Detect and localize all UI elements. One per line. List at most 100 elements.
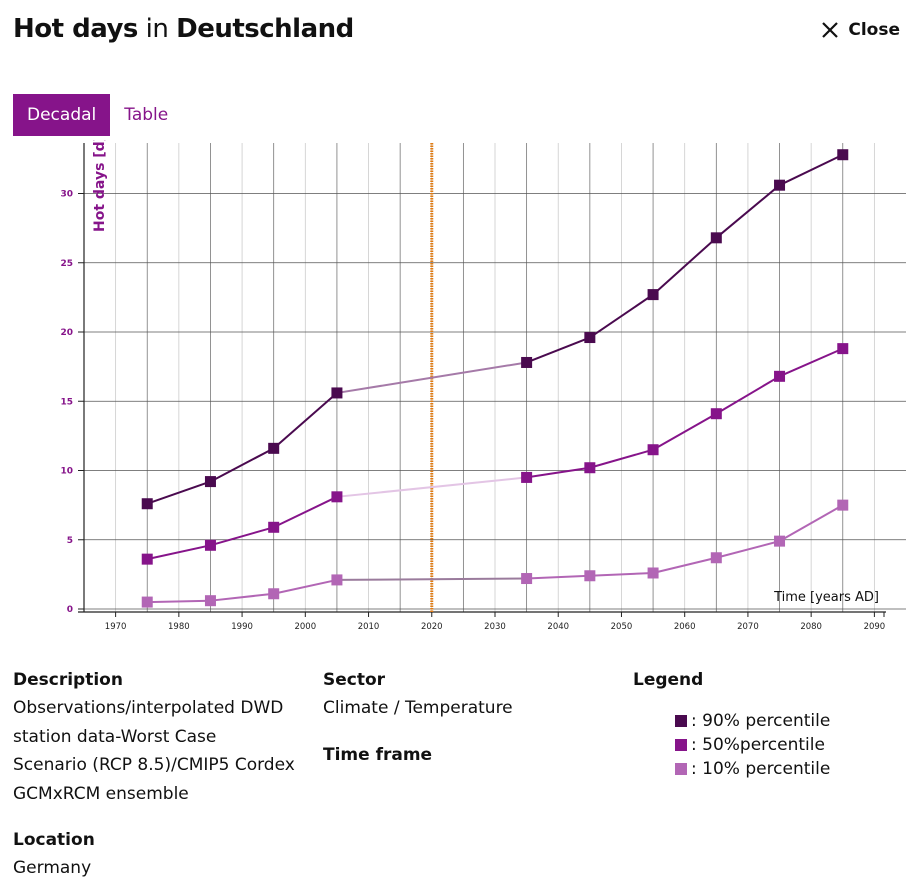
series-1-point-2: [268, 521, 280, 533]
description-line-3: Scenario (RCP 8.5)/CMIP5 Cordex: [13, 755, 295, 775]
series-0-point-4: [521, 356, 533, 368]
hot-days-chart: 0 5 10 15 20 25 30 1970 1980 1990 2000 2010 2020 2030…: [60, 140, 906, 630]
series-0-segment-4: [526, 336, 591, 364]
series-1-point-3: [331, 491, 343, 503]
x-tick-label-8: 2050: [611, 622, 633, 630]
tab-decadal[interactable]: Decadal: [13, 94, 111, 136]
series-0-segment-7: [715, 184, 781, 239]
series-1-segment-2: [273, 495, 338, 529]
legend-item-90: : 90% percentile: [675, 709, 830, 733]
series-1-segment-1: [210, 526, 274, 547]
title-middle: in: [145, 14, 169, 44]
y-tick-label-6: 30: [60, 190, 73, 200]
series-0-segment-1: [209, 447, 275, 483]
legend-label-90: : 90% percentile: [691, 710, 831, 731]
x-tick-label-1: 1980: [168, 622, 190, 630]
series-2-segment-0: [147, 599, 211, 604]
legend-section: Legend : 90% percentile : 50%percentile …: [633, 666, 830, 781]
sector-value: Climate / Temperature: [323, 698, 513, 718]
series-2-point-8: [774, 535, 786, 547]
series-1-segment-5: [589, 448, 654, 469]
series-2-segment-6: [652, 556, 717, 574]
x-tick-label-12: 2090: [864, 622, 886, 630]
series-2-segment-7: [716, 540, 780, 559]
x-tick-label-4: 2010: [358, 622, 380, 630]
description-section: Description Observations/interpolated DW…: [13, 666, 313, 808]
y-tick-label-0: 0: [67, 605, 73, 615]
legend-swatch-10: [675, 763, 687, 775]
series-1-point-4: [521, 471, 533, 483]
series-2-point-9: [837, 499, 849, 511]
x-axis-label: Time [years AD]: [773, 590, 879, 605]
series-2-segment-2: [273, 578, 338, 595]
sector-section: Sector Climate / Temperature: [323, 666, 513, 723]
legend-heading: Legend: [633, 670, 704, 690]
x-tick-label-6: 2030: [484, 622, 506, 630]
tab-table[interactable]: Table: [124, 105, 169, 125]
legend-label-50: : 50%percentile: [691, 734, 825, 755]
series-1-point-6: [647, 444, 659, 456]
y-tick-label-4: 20: [60, 328, 73, 338]
series-1-point-0: [141, 553, 153, 565]
time-frame-section: Time frame: [323, 741, 432, 769]
x-tick-label-5: 2020: [421, 622, 443, 630]
x-tick-label-7: 2040: [547, 622, 569, 630]
x-tick-label-3: 2000: [294, 622, 316, 630]
time-frame-heading: Time frame: [323, 745, 433, 765]
legend-swatch-50: [675, 739, 687, 751]
description-line-1: Observations/interpolated DWD: [13, 698, 284, 718]
series-2-point-3: [331, 574, 343, 586]
close-label: Close: [848, 20, 900, 40]
series-1-point-9: [837, 343, 849, 355]
series-0-point-9: [837, 149, 849, 161]
legend-item-10: : 10% percentile: [675, 757, 830, 781]
series-0-point-1: [204, 476, 216, 488]
series-0-point-3: [331, 387, 343, 399]
series-1-point-1: [204, 539, 216, 551]
series-2-point-7: [710, 552, 722, 564]
series-1-point-8: [774, 370, 786, 382]
y-axis-label: Hot days [d]: [92, 140, 108, 232]
sector-heading: Sector: [323, 670, 386, 690]
y-tick-label-2: 10: [60, 467, 73, 477]
series-1-point-5: [584, 462, 596, 474]
series-0-point-7: [710, 232, 722, 244]
series-0-segment-2: [273, 392, 338, 450]
series-0-segment-5: [589, 293, 654, 339]
series-2-segment-8: [779, 504, 844, 543]
series-0-point-6: [647, 289, 659, 301]
series-0-point-8: [774, 179, 786, 191]
series-2-segment-3: [336, 577, 527, 581]
x-tick-label-11: 2080: [800, 622, 822, 630]
series-2-point-1: [204, 595, 216, 607]
legend-swatch-90: [675, 715, 687, 727]
x-tick-label-10: 2070: [737, 622, 759, 630]
series-1-segment-4: [526, 466, 590, 479]
series-1-segment-8: [779, 347, 844, 378]
series-0-segment-6: [652, 237, 717, 296]
series-0-point-5: [584, 332, 596, 344]
series-2-segment-4: [526, 574, 590, 580]
close-icon: [822, 22, 839, 38]
x-tick-label-9: 2060: [674, 622, 696, 630]
x-tick-label-2: 1990: [231, 622, 253, 630]
legend-label-10: : 10% percentile: [691, 758, 831, 779]
legend-item-50: : 50%percentile: [675, 733, 830, 757]
series-2-point-4: [521, 573, 533, 585]
series-1-segment-3: [336, 476, 527, 498]
series-2-segment-5: [589, 571, 654, 577]
legend-list: : 90% percentile : 50%percentile : 10% p…: [675, 709, 830, 781]
series-0-point-0: [141, 498, 153, 510]
y-tick-label-3: 15: [60, 397, 73, 407]
series-1-segment-6: [652, 412, 717, 451]
location-value: Germany: [13, 858, 92, 878]
description-heading: Description: [13, 670, 123, 690]
series-2-point-2: [268, 588, 280, 600]
location-section: Location Germany: [13, 826, 95, 883]
page-title: Hot days in Deutschland: [13, 14, 354, 44]
series-1-point-7: [710, 408, 722, 420]
series-2-point-5: [584, 570, 596, 582]
close-button[interactable]: Close: [820, 20, 900, 40]
series-0-point-2: [268, 442, 280, 454]
title-prefix: Hot days: [13, 14, 138, 44]
